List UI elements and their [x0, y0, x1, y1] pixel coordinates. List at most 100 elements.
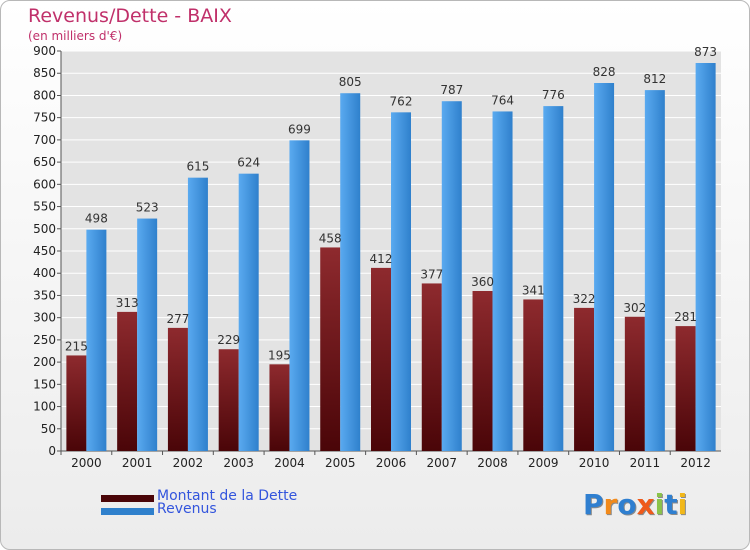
- bar-debt: [167, 327, 188, 451]
- bar-revenue: [391, 112, 411, 451]
- chart-title: Revenus/Dette - BAIX: [28, 5, 232, 27]
- y-tick-label: 550: [33, 200, 56, 214]
- bar-debt: [66, 355, 87, 451]
- value-label-debt: 229: [217, 333, 240, 347]
- bar-debt: [421, 283, 442, 451]
- axes: 0 50 100 150 200 250 300 350 400 450 500 550 600 650 7…: [33, 44, 721, 470]
- value-label-revenue: 762: [390, 94, 413, 108]
- value-label-debt: 360: [471, 275, 494, 289]
- x-tick-label: 2001: [122, 456, 153, 470]
- logo-letter: x: [636, 488, 655, 521]
- y-tick-label: 450: [33, 244, 56, 258]
- bar-revenue: [289, 140, 310, 452]
- x-tick-label: 2006: [376, 456, 407, 470]
- y-tick-label: 100: [33, 400, 56, 414]
- bar-revenue: [644, 90, 665, 451]
- y-tick-label: 650: [33, 155, 56, 169]
- y-tick-label: 600: [33, 177, 56, 191]
- value-label-debt: 195: [268, 348, 291, 362]
- bar-revenue: [137, 218, 158, 451]
- value-label-debt: 341: [522, 283, 545, 297]
- logo-letter: o: [617, 488, 637, 521]
- value-label-debt: 281: [674, 310, 697, 324]
- y-tick-label: 250: [33, 333, 56, 347]
- value-label-revenue: 624: [237, 156, 260, 170]
- bar-debt: [117, 311, 138, 451]
- value-label-revenue: 787: [440, 83, 463, 97]
- legend-swatch-revenue: [101, 508, 154, 515]
- legend-swatch-debt: [101, 495, 154, 502]
- bar-revenue: [238, 173, 259, 451]
- x-tick-label: 2012: [680, 456, 711, 470]
- bar-debt: [472, 291, 493, 451]
- logo-letter: P: [583, 488, 604, 521]
- bars: [66, 63, 716, 452]
- logo-letter: t: [664, 488, 678, 521]
- bar-debt: [371, 267, 391, 451]
- y-tick-label: 400: [33, 266, 56, 280]
- value-label-debt: 412: [370, 252, 393, 266]
- value-label-debt: 458: [319, 231, 342, 245]
- x-tick-label: 2009: [528, 456, 559, 470]
- value-label-revenue: 805: [339, 75, 362, 89]
- value-label-debt: 377: [420, 267, 443, 281]
- y-tick-label: 800: [33, 88, 56, 102]
- y-tick-label: 500: [33, 222, 56, 236]
- bar-revenue: [695, 63, 716, 451]
- value-label-revenue: 764: [491, 93, 514, 107]
- chart-subtitle: (en milliers d'€): [28, 29, 123, 43]
- x-tick-label: 2003: [223, 456, 254, 470]
- bar-revenue: [187, 177, 208, 451]
- bar-revenue: [492, 111, 513, 451]
- value-label-debt: 313: [116, 296, 139, 310]
- logo-letter: r: [603, 488, 618, 521]
- bar-debt: [624, 316, 645, 451]
- y-tick-label: 150: [33, 377, 56, 391]
- value-label-revenue: 812: [643, 72, 666, 86]
- value-label-revenue: 615: [186, 160, 209, 174]
- value-label-debt: 215: [65, 339, 88, 353]
- y-tick-label: 900: [33, 44, 56, 58]
- value-label-debt: 277: [166, 312, 189, 326]
- logo-letter: i: [654, 488, 665, 521]
- value-label-revenue: 523: [136, 201, 159, 215]
- y-tick-label: 750: [33, 111, 56, 125]
- value-label-revenue: 873: [694, 45, 717, 59]
- bar-debt: [523, 299, 544, 451]
- x-tick-label: 2004: [274, 456, 305, 470]
- x-tick-label: 2007: [426, 456, 457, 470]
- bar-revenue: [86, 229, 107, 451]
- value-label-revenue: 828: [593, 65, 616, 79]
- legend-label-revenue: Revenus: [157, 501, 217, 517]
- value-label-revenue: 699: [288, 122, 311, 136]
- x-tick-label: 2005: [325, 456, 356, 470]
- x-tick-label: 2000: [71, 456, 102, 470]
- y-tick-label: 700: [33, 133, 56, 147]
- proxiti-logo: Proxiti: [583, 488, 687, 521]
- y-tick-label: 850: [33, 66, 56, 80]
- value-labels: 215 498 313 523 277 615 229 624 195 699 458 805 412 7…: [65, 45, 717, 362]
- bar-revenue: [441, 101, 462, 451]
- value-label-revenue: 498: [85, 212, 108, 226]
- bar-revenue: [340, 93, 361, 451]
- bar-debt: [675, 326, 696, 451]
- value-label-revenue: 776: [542, 88, 565, 102]
- x-tick-label: 2008: [477, 456, 508, 470]
- y-tick-label: 200: [33, 355, 56, 369]
- x-tick-label: 2011: [630, 456, 661, 470]
- x-tick-label: 2010: [579, 456, 610, 470]
- y-tick-label: 50: [41, 422, 56, 436]
- bar-debt: [269, 364, 290, 451]
- y-tick-label: 350: [33, 288, 56, 302]
- bar-debt: [320, 247, 341, 451]
- value-label-debt: 322: [573, 292, 596, 306]
- bar-revenue: [543, 106, 564, 451]
- bar-debt: [574, 307, 595, 451]
- y-tick-label: 0: [48, 444, 56, 458]
- y-tick-label: 300: [33, 311, 56, 325]
- logo-letter: i: [677, 488, 688, 521]
- value-label-debt: 302: [623, 301, 646, 315]
- x-tick-label: 2002: [173, 456, 204, 470]
